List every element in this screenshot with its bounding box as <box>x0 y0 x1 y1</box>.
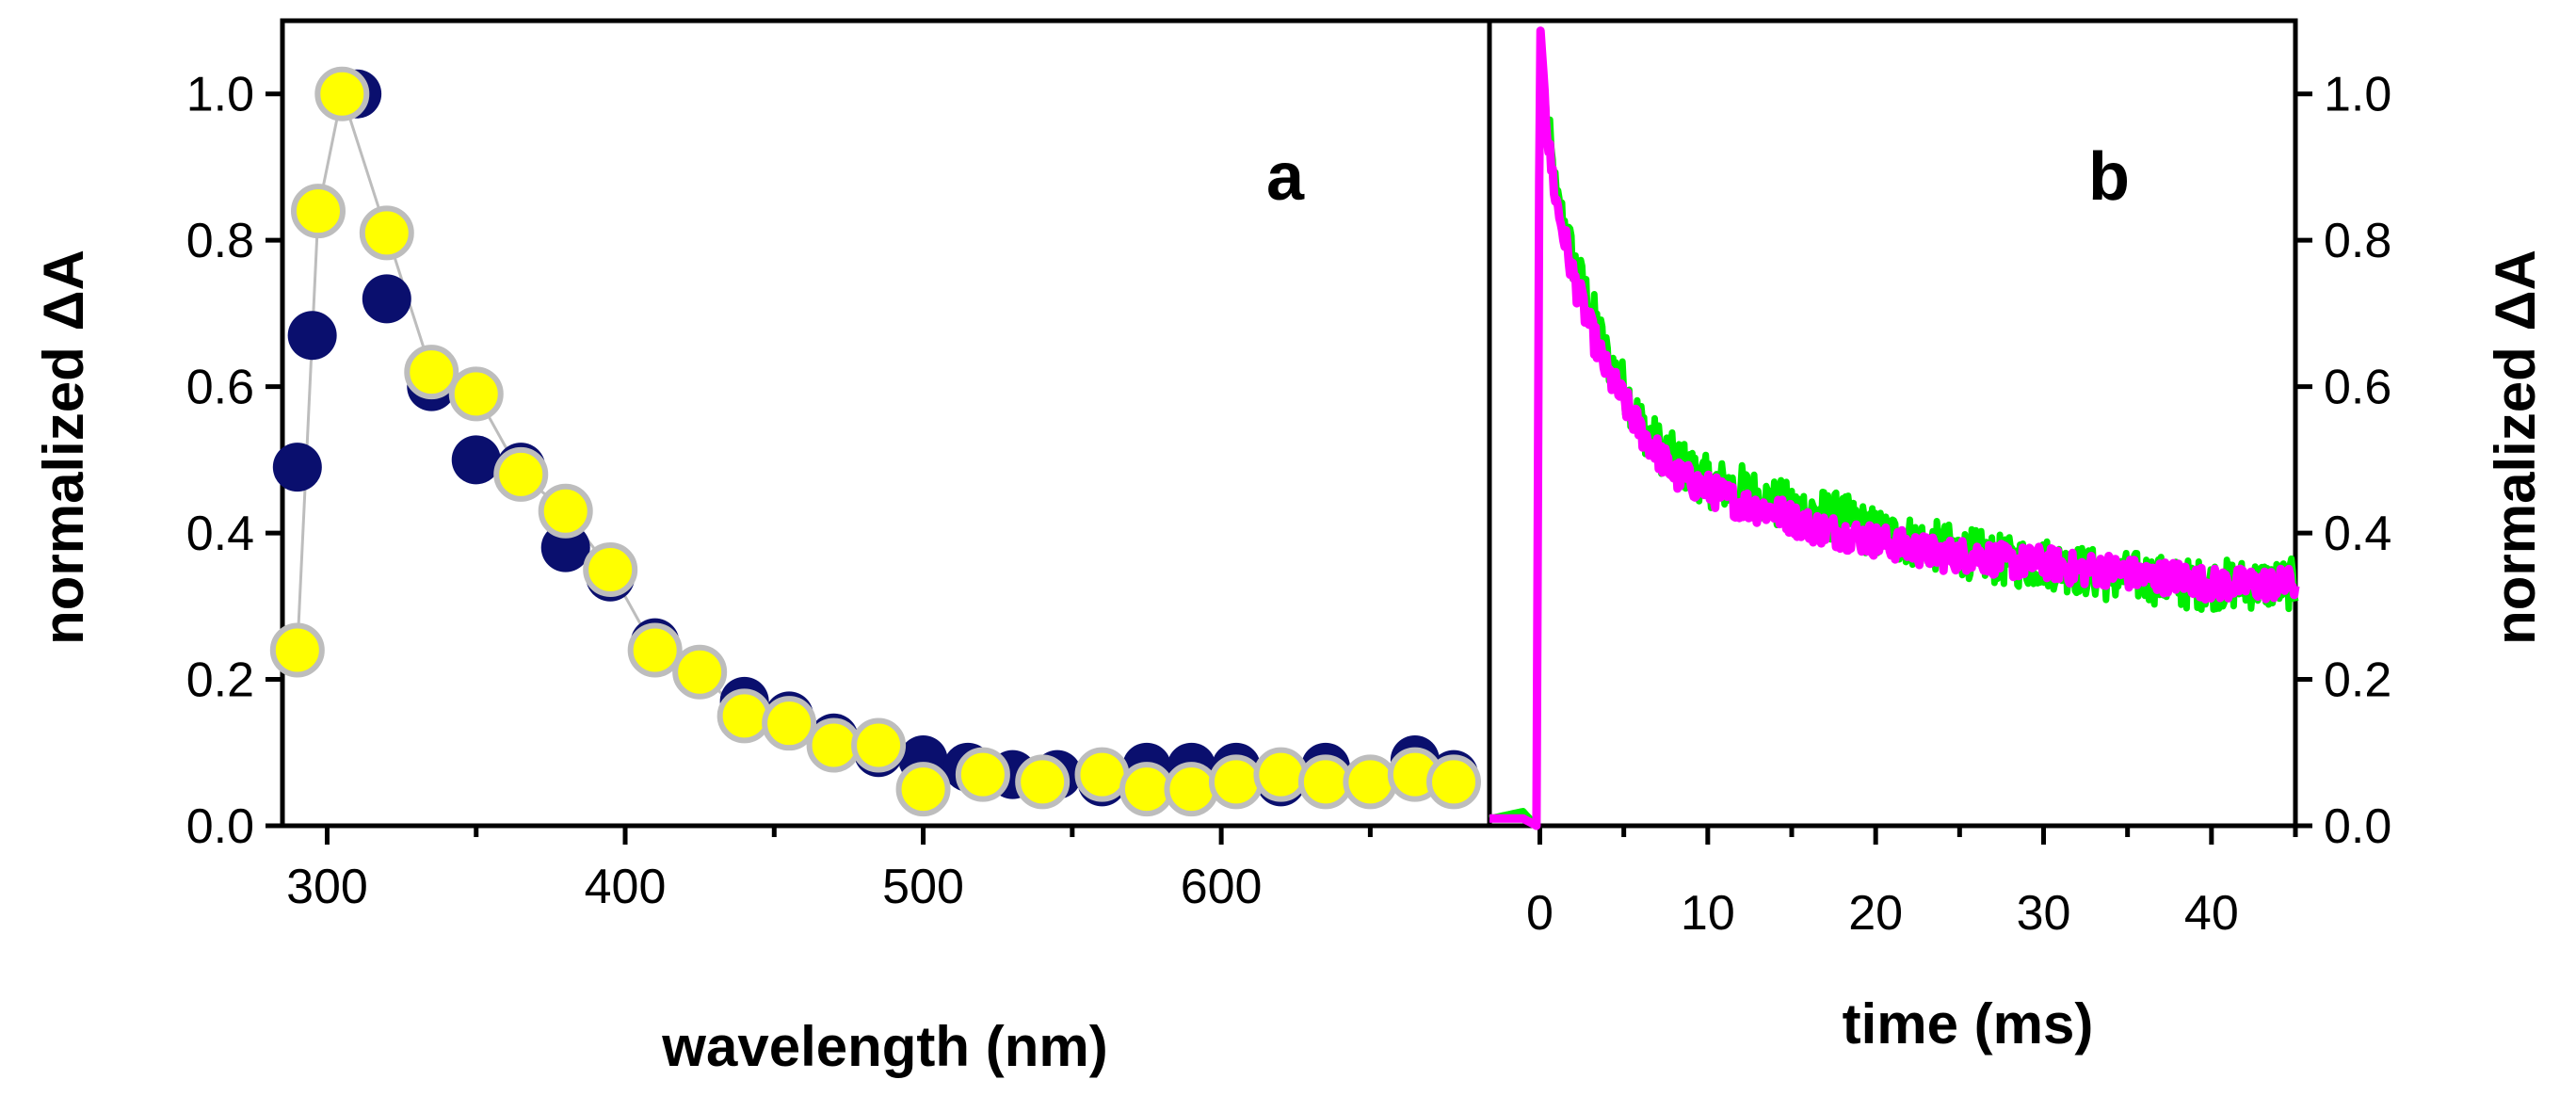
a-series-1-point <box>451 435 501 485</box>
panel-b-plot-area <box>1486 26 2300 830</box>
panel-b: 0.0 0.2 0.4 0.6 0.8 1.0 0 10 20 30 40 b time (ms)… <box>1486 18 2547 1056</box>
a-series-2-point <box>895 762 951 817</box>
a-series-2-point <box>762 696 817 751</box>
a-ytick-label: 0.4 <box>186 507 254 561</box>
a-series-1-point <box>287 311 337 361</box>
a-series-2-point <box>627 622 683 678</box>
panel-b-xaxis: 0 10 20 30 40 <box>1526 826 2298 941</box>
a-series-2-point <box>672 644 728 700</box>
a-series-2-point <box>1074 747 1130 802</box>
panel-a-plot-area <box>269 66 1482 817</box>
a-series-2-point <box>1343 754 1398 810</box>
a-series-2-point <box>290 184 346 239</box>
panel-b-yaxis: 0.0 0.2 0.4 0.6 0.8 1.0 <box>2295 68 2391 854</box>
b-xtick-label: 0 <box>1526 886 1554 941</box>
b-ytick-label: 0.6 <box>2324 361 2391 415</box>
a-ytick-label: 0.2 <box>186 653 254 708</box>
panel-a-yaxis: 0.0 0.2 0.4 0.6 0.8 1.0 <box>186 68 282 854</box>
a-ytick-label: 0.0 <box>186 799 254 854</box>
panel-b-xlabel: time (ms) <box>1843 992 2094 1056</box>
a-series-2-point <box>851 717 907 773</box>
a-series-2-point <box>583 541 638 597</box>
a-series-2-point <box>359 205 414 261</box>
a-ytick-label: 0.8 <box>186 214 254 268</box>
b-xtick-label: 10 <box>1681 886 1735 941</box>
panel-a-ylabel: normalized ΔA <box>32 250 95 645</box>
a-series-2-point <box>1208 754 1264 810</box>
b-ytick-label: 1.0 <box>2324 68 2391 122</box>
panel-a-xaxis: 300 400 500 600 <box>286 826 1373 914</box>
a-series-2-point <box>1297 754 1353 810</box>
panel-b-frame <box>1487 18 2298 829</box>
panel-a-frame <box>280 18 1492 829</box>
a-series-2-point <box>716 688 772 744</box>
b-ytick-label: 0.8 <box>2324 214 2391 268</box>
panel-b-ylabel: normalized ΔA <box>2484 250 2547 645</box>
a-series-2-point <box>1015 754 1071 810</box>
b-ytick-label: 0.4 <box>2324 507 2391 561</box>
a-xtick-label: 400 <box>585 860 667 914</box>
a-ytick-label: 0.6 <box>186 361 254 415</box>
b-ytick-label: 0.0 <box>2324 799 2391 854</box>
a-ytick-label: 1.0 <box>186 68 254 122</box>
b-series-2-trace <box>1486 26 2300 830</box>
a-series-1-point <box>362 274 411 324</box>
b-series-1-trace <box>1487 59 2299 830</box>
panel-b-letter: b <box>2088 139 2130 215</box>
panel-a: 0.0 0.2 0.4 0.6 0.8 1.0 300 400 500 600 a wavele… <box>32 18 1492 1078</box>
a-xtick-label: 300 <box>286 860 368 914</box>
a-series-2-point <box>1119 762 1174 817</box>
a-series-2-point <box>1164 762 1219 817</box>
panel-a-xlabel: wavelength (nm) <box>661 1015 1107 1078</box>
b-xtick-label: 20 <box>1848 886 1903 941</box>
panel-a-letter: a <box>1266 139 1305 215</box>
a-series-2-point <box>404 345 459 400</box>
a-series-2-point <box>806 717 861 773</box>
b-xtick-label: 40 <box>2184 886 2239 941</box>
a-xtick-label: 500 <box>882 860 964 914</box>
b-ytick-label: 0.2 <box>2324 653 2391 708</box>
a-series-2-point <box>448 366 504 422</box>
a-xtick-label: 600 <box>1181 860 1263 914</box>
a-series-2-point <box>269 622 325 678</box>
a-series-2-point <box>538 483 593 539</box>
a-series-2-point <box>493 446 549 502</box>
b-xtick-label: 30 <box>2017 886 2071 941</box>
a-series-2-point <box>1253 747 1309 802</box>
a-series-1-point <box>272 443 322 492</box>
a-series-2-point <box>314 66 370 121</box>
a-series-2-point <box>1426 754 1482 810</box>
a-series-2-point <box>955 747 1010 802</box>
